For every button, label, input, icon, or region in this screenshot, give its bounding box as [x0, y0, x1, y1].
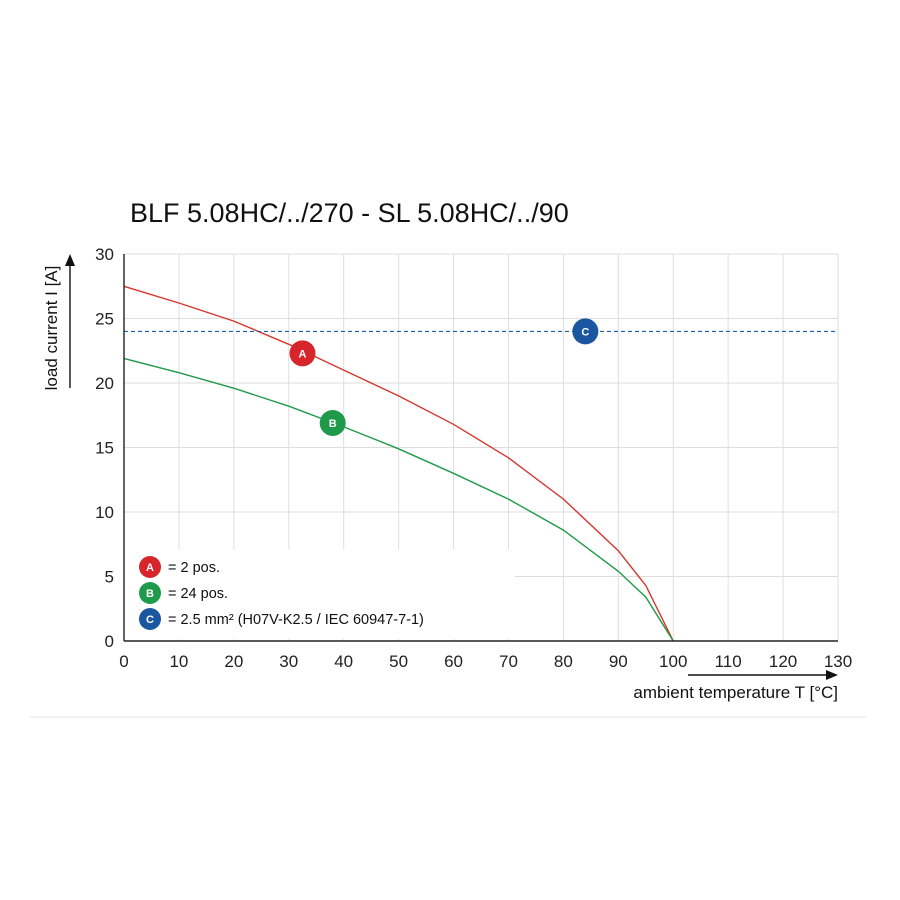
legend-entry-text: = 2.5 mm² (H07V-K2.5 / IEC 60947-7-1) — [168, 612, 424, 628]
y-tick-label: 15 — [95, 439, 114, 458]
series-markers: A B C — [289, 318, 599, 436]
legend-badge-label: B — [146, 588, 154, 600]
series-marker-label: B — [329, 418, 337, 430]
legend-entry-text: = 24 pos. — [168, 586, 228, 602]
grid — [124, 253, 839, 641]
legend-badge-b — [139, 582, 161, 604]
x-tick-label: 10 — [169, 652, 188, 671]
x-tick-label: 80 — [554, 652, 573, 671]
x-tick-label: 70 — [499, 652, 518, 671]
series-line-b — [123, 357, 674, 642]
series-marker-c — [572, 318, 599, 345]
y-axis-label: load current I [A] — [42, 266, 61, 391]
y-tick-label: 20 — [95, 374, 114, 393]
x-tick-label: 40 — [334, 652, 353, 671]
legend-badge-c — [139, 608, 161, 630]
legend-background — [125, 549, 515, 639]
legend-badge-label: A — [146, 562, 154, 574]
x-tick-label: 30 — [279, 652, 298, 671]
series-marker-label: C — [581, 326, 589, 338]
legend-badge-a — [139, 556, 161, 578]
y-tick-label: 10 — [95, 503, 114, 522]
series-marker-a — [289, 340, 316, 367]
y-tick-label: 0 — [105, 632, 114, 651]
chart-title: BLF 5.08HC/../270 - SL 5.08HC/../90 — [130, 198, 569, 228]
x-tick-label: 120 — [769, 652, 797, 671]
x-axis-label: ambient temperature T [°C] — [633, 683, 838, 702]
x-tick-label: 100 — [659, 652, 687, 671]
series-marker-label: A — [299, 348, 307, 360]
x-tick-label: 130 — [824, 652, 852, 671]
legend-badge-label: C — [146, 614, 154, 626]
x-tick-label: 90 — [609, 652, 628, 671]
x-tick-label: 0 — [119, 652, 128, 671]
axes — [65, 254, 838, 680]
x-tick-label: 60 — [444, 652, 463, 671]
x-axis-arrowhead — [826, 670, 838, 680]
series-lines — [123, 285, 838, 642]
series-line-a — [123, 285, 674, 642]
y-tick-label: 25 — [95, 310, 114, 329]
x-tick-label: 50 — [389, 652, 408, 671]
y-axis-arrowhead — [65, 254, 75, 266]
x-tick-label: 20 — [224, 652, 243, 671]
legend-entry-text: = 2 pos. — [168, 560, 220, 576]
legend: A = 2 pos. B = 24 pos. C = 2.5 mm² (H07V-K2.5… — [139, 556, 424, 630]
y-tick-label: 5 — [105, 568, 114, 587]
x-tick-label: 110 — [715, 652, 742, 671]
y-tick-label: 30 — [95, 245, 114, 264]
tick-labels: 0 10 20 30 40 50 60 70 80 90 100 110 120 130 0 5 10 15 20 2… — [95, 245, 852, 671]
series-marker-b — [319, 409, 346, 436]
